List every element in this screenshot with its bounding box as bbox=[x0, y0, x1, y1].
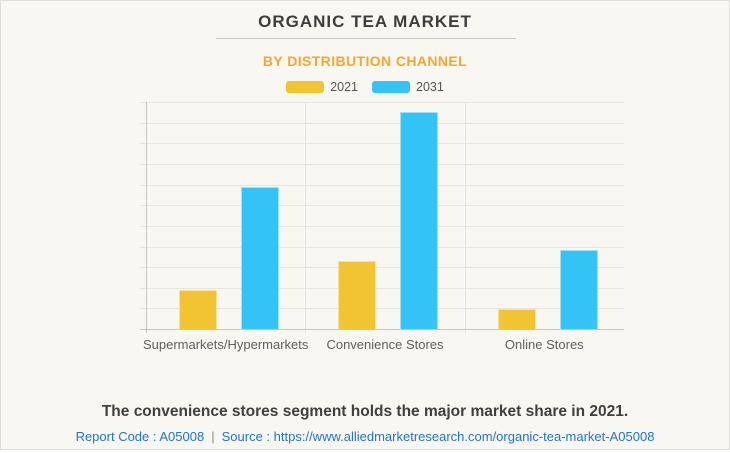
h-gridline bbox=[140, 184, 624, 186]
legend-label-2031: 2031 bbox=[416, 80, 444, 94]
bar-2031-online-stores[interactable] bbox=[559, 249, 598, 329]
legend-swatch-2021 bbox=[286, 81, 325, 93]
chart-subtitle: BY DISTRIBUTION CHANNEL bbox=[262, 53, 468, 69]
category-label-supermarkets-hypermarkets: Supermarkets/Hypermarkets bbox=[142, 337, 309, 352]
legend-item-2021[interactable]: 2021 bbox=[286, 80, 358, 94]
bar-chart-plot bbox=[140, 102, 624, 333]
source-label: Source : bbox=[221, 429, 271, 444]
h-gridline bbox=[140, 287, 624, 289]
h-gridline bbox=[140, 267, 624, 269]
bar-2031-supermarkets-hypermarkets[interactable] bbox=[241, 187, 279, 329]
category-label-convenience-stores: Convenience Stores bbox=[326, 337, 444, 352]
legend-swatch-2031 bbox=[372, 81, 410, 93]
h-gridline bbox=[140, 102, 624, 103]
category-label-online-stores: Online Stores bbox=[504, 337, 584, 352]
h-gridline bbox=[140, 205, 624, 207]
report-code-text: Report Code : A05008 bbox=[75, 429, 205, 444]
footer-separator: | bbox=[211, 429, 215, 444]
v-gridline bbox=[305, 102, 307, 333]
chart-legend: 2021 2031 bbox=[1, 80, 729, 94]
h-gridline bbox=[140, 163, 624, 165]
h-gridline bbox=[140, 143, 624, 145]
legend-label-2021: 2021 bbox=[330, 80, 358, 94]
bar-2021-online-stores[interactable] bbox=[497, 308, 536, 329]
title-divider bbox=[216, 38, 516, 39]
h-gridline bbox=[140, 246, 624, 248]
h-gridline bbox=[140, 308, 624, 310]
bar-2021-supermarkets-hypermarkets[interactable] bbox=[179, 290, 217, 329]
x-axis-line bbox=[140, 329, 624, 330]
page-title: ORGANIC TEA MARKET bbox=[258, 12, 472, 31]
h-gridline bbox=[140, 122, 624, 124]
h-gridline bbox=[140, 225, 624, 227]
v-gridline bbox=[464, 102, 466, 333]
summary-text: The convenience stores segment holds the… bbox=[101, 403, 629, 420]
bar-2021-convenience-stores[interactable] bbox=[338, 260, 377, 329]
footer-line: Report Code : A05008 | Source : https://ww… bbox=[1, 429, 729, 444]
y-axis-line bbox=[146, 102, 147, 333]
bar-2031-convenience-stores[interactable] bbox=[400, 112, 439, 329]
source-url-link[interactable]: https://www.alliedmarketresearch.com/org… bbox=[273, 429, 655, 444]
legend-item-2031[interactable]: 2031 bbox=[372, 80, 444, 94]
